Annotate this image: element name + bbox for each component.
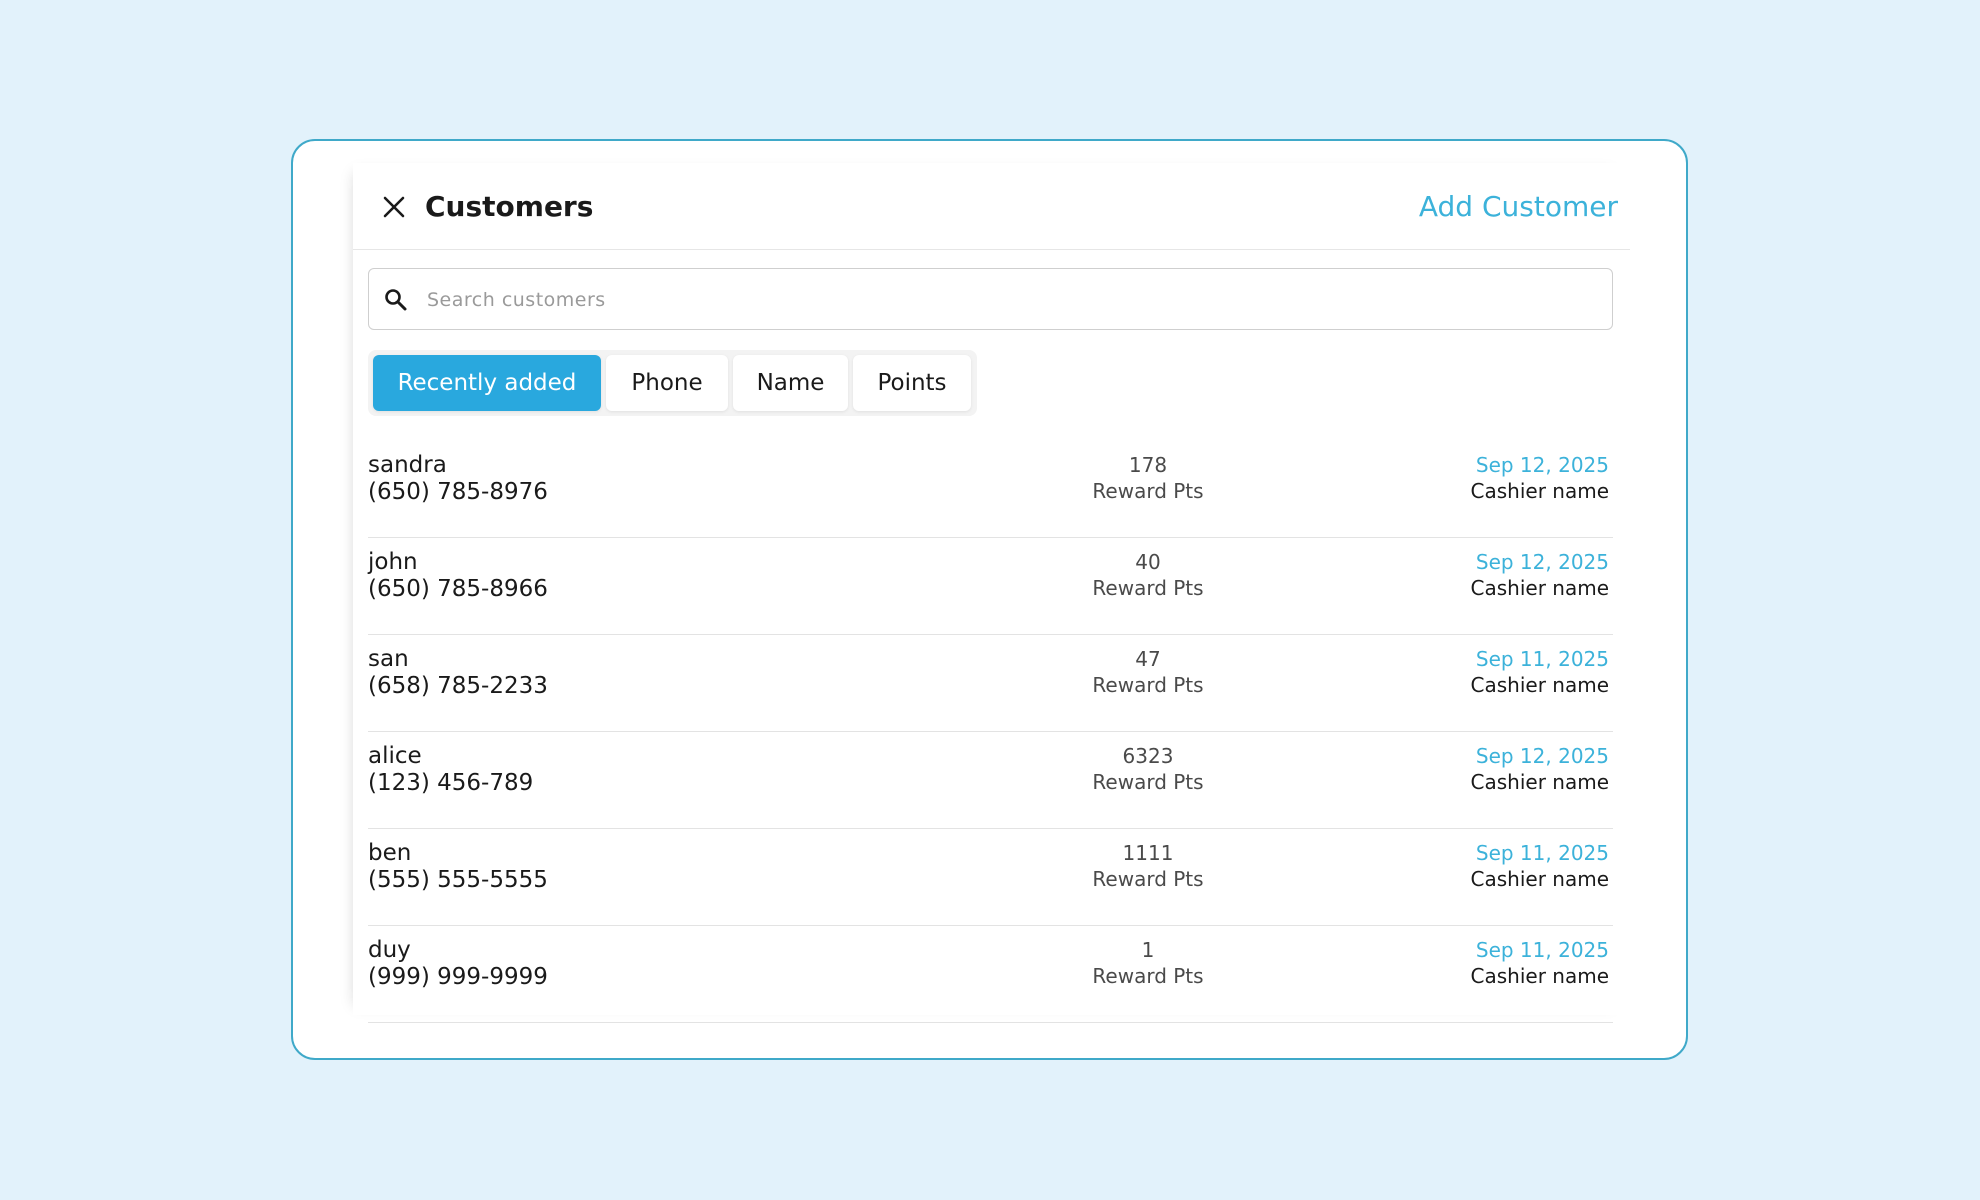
customer-row[interactable]: san (658) 785-2233 47 Reward Pts Sep 11,… bbox=[368, 635, 1613, 732]
cashier-name: Cashier name bbox=[1470, 673, 1609, 697]
tab-name[interactable]: Name bbox=[733, 355, 848, 411]
customer-phone: (658) 785-2233 bbox=[368, 673, 548, 699]
customers-panel: Customers Add Customer Recently added Ph… bbox=[353, 163, 1630, 1023]
date-added: Sep 11, 2025 bbox=[1475, 938, 1609, 962]
customer-name: ben bbox=[368, 840, 412, 866]
customer-list: sandra (650) 785-8976 178 Reward Pts Sep… bbox=[368, 441, 1613, 1023]
tab-phone[interactable]: Phone bbox=[606, 355, 728, 411]
date-added: Sep 12, 2025 bbox=[1475, 453, 1609, 477]
customer-phone: (650) 785-8966 bbox=[368, 576, 548, 602]
customer-row[interactable]: ben (555) 555-5555 1111 Reward Pts Sep 1… bbox=[368, 829, 1613, 926]
cashier-name: Cashier name bbox=[1470, 867, 1609, 891]
search-input[interactable] bbox=[425, 279, 1599, 321]
customer-row[interactable]: sandra (650) 785-8976 178 Reward Pts Sep… bbox=[368, 441, 1613, 538]
reward-points-label: Reward Pts bbox=[1092, 770, 1204, 794]
customer-row[interactable]: john (650) 785-8966 40 Reward Pts Sep 12… bbox=[368, 538, 1613, 635]
customer-row[interactable]: duy (999) 999-9999 1 Reward Pts Sep 11, … bbox=[368, 926, 1613, 1023]
search-icon bbox=[385, 289, 407, 311]
cashier-name: Cashier name bbox=[1470, 576, 1609, 600]
customer-phone: (650) 785-8976 bbox=[368, 479, 548, 505]
reward-points-value: 1111 bbox=[1122, 841, 1174, 865]
cashier-name: Cashier name bbox=[1470, 770, 1609, 794]
reward-points-label: Reward Pts bbox=[1092, 576, 1204, 600]
customer-row[interactable]: alice (123) 456-789 6323 Reward Pts Sep … bbox=[368, 732, 1613, 829]
reward-points-label: Reward Pts bbox=[1092, 964, 1204, 988]
close-icon[interactable] bbox=[381, 194, 407, 220]
reward-points-value: 178 bbox=[1128, 453, 1168, 477]
customer-name: john bbox=[368, 549, 418, 575]
panel-header: Customers Add Customer bbox=[353, 163, 1630, 250]
customer-name: duy bbox=[368, 937, 411, 963]
tab-recently-added[interactable]: Recently added bbox=[373, 355, 601, 411]
date-added: Sep 11, 2025 bbox=[1475, 647, 1609, 671]
reward-points-label: Reward Pts bbox=[1092, 673, 1204, 697]
customer-name: sandra bbox=[368, 452, 447, 478]
customer-phone: (123) 456-789 bbox=[368, 770, 534, 796]
page-title: Customers bbox=[425, 190, 594, 223]
date-added: Sep 11, 2025 bbox=[1475, 841, 1609, 865]
search-box[interactable] bbox=[368, 268, 1613, 330]
customer-phone: (555) 555-5555 bbox=[368, 867, 548, 893]
cashier-name: Cashier name bbox=[1470, 964, 1609, 988]
customers-card: Customers Add Customer Recently added Ph… bbox=[291, 139, 1688, 1060]
reward-points-label: Reward Pts bbox=[1092, 867, 1204, 891]
date-added: Sep 12, 2025 bbox=[1475, 744, 1609, 768]
reward-points-label: Reward Pts bbox=[1092, 479, 1204, 503]
tab-points[interactable]: Points bbox=[853, 355, 971, 411]
customer-phone: (999) 999-9999 bbox=[368, 964, 548, 990]
cashier-name: Cashier name bbox=[1470, 479, 1609, 503]
reward-points-value: 47 bbox=[1135, 647, 1161, 671]
reward-points-value: 1 bbox=[1141, 938, 1155, 962]
sort-tabs: Recently added Phone Name Points bbox=[368, 350, 977, 416]
date-added: Sep 12, 2025 bbox=[1475, 550, 1609, 574]
customer-name: alice bbox=[368, 743, 422, 769]
customer-name: san bbox=[368, 646, 409, 672]
add-customer-button[interactable]: Add Customer bbox=[1418, 190, 1618, 223]
reward-points-value: 40 bbox=[1135, 550, 1161, 574]
reward-points-value: 6323 bbox=[1122, 744, 1174, 768]
